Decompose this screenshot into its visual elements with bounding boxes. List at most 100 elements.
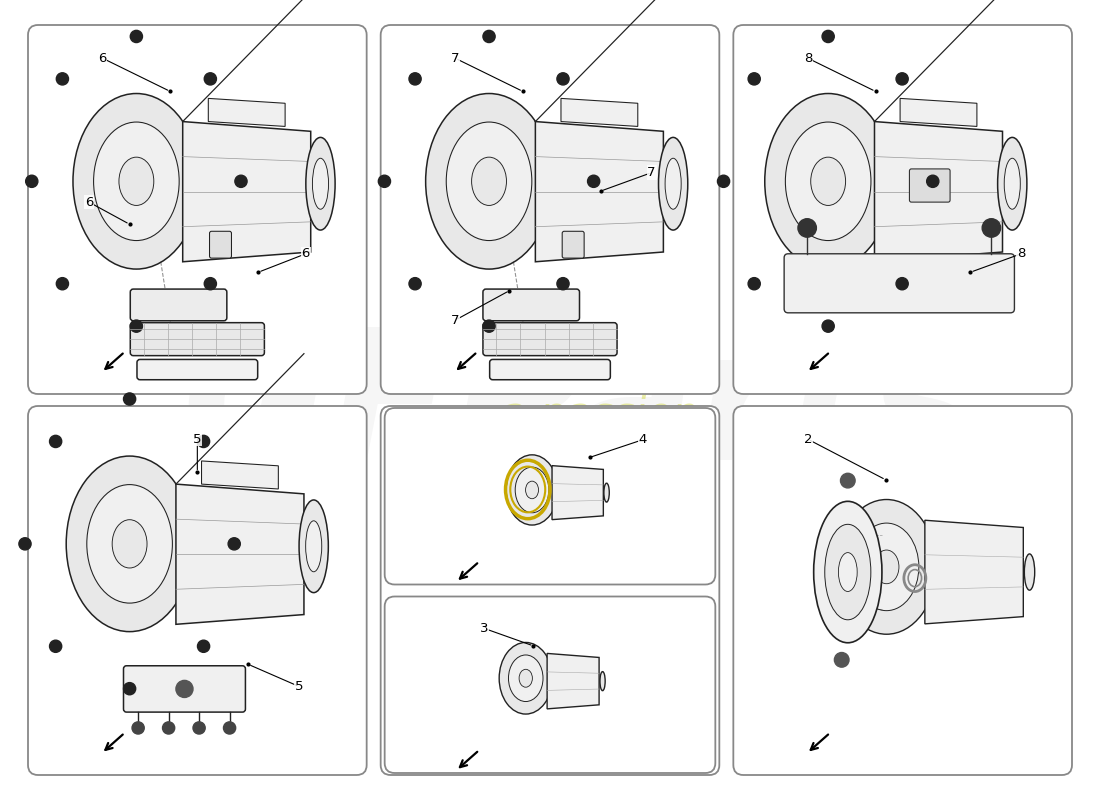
Circle shape (822, 30, 834, 42)
Circle shape (982, 218, 1001, 237)
Circle shape (557, 278, 569, 290)
Text: 7: 7 (647, 166, 656, 179)
Circle shape (223, 722, 235, 734)
Circle shape (835, 653, 849, 667)
Circle shape (235, 175, 248, 187)
Text: 4: 4 (638, 434, 647, 446)
Text: a passion
for parts
since 1995: a passion for parts since 1995 (486, 394, 714, 546)
Text: 6: 6 (85, 196, 94, 209)
Circle shape (130, 30, 143, 42)
Circle shape (483, 30, 495, 42)
FancyBboxPatch shape (910, 169, 950, 202)
FancyBboxPatch shape (734, 25, 1072, 394)
Circle shape (132, 722, 144, 734)
Ellipse shape (312, 158, 329, 210)
Ellipse shape (526, 481, 539, 498)
Ellipse shape (299, 500, 328, 593)
FancyBboxPatch shape (130, 289, 227, 321)
Circle shape (192, 722, 206, 734)
Circle shape (56, 278, 68, 290)
Circle shape (822, 320, 834, 332)
Text: 7: 7 (451, 52, 460, 65)
Text: 5: 5 (295, 680, 304, 693)
Circle shape (123, 393, 135, 405)
Circle shape (748, 278, 760, 290)
Ellipse shape (87, 485, 173, 603)
Circle shape (205, 73, 217, 85)
Ellipse shape (825, 524, 871, 620)
Circle shape (50, 640, 62, 652)
Polygon shape (536, 122, 663, 262)
FancyBboxPatch shape (28, 406, 366, 775)
Circle shape (896, 73, 909, 85)
Circle shape (896, 278, 909, 290)
FancyBboxPatch shape (490, 359, 610, 380)
Circle shape (798, 218, 816, 237)
Circle shape (123, 682, 135, 694)
FancyBboxPatch shape (130, 322, 264, 356)
Circle shape (130, 320, 143, 332)
FancyBboxPatch shape (784, 254, 1014, 313)
Text: 7: 7 (451, 314, 460, 326)
Circle shape (409, 73, 421, 85)
Ellipse shape (811, 157, 846, 206)
Ellipse shape (814, 502, 882, 642)
Circle shape (557, 73, 569, 85)
Text: 8: 8 (1018, 247, 1025, 260)
Polygon shape (925, 520, 1023, 624)
Circle shape (176, 680, 192, 698)
Ellipse shape (506, 455, 558, 525)
FancyBboxPatch shape (734, 406, 1072, 775)
Ellipse shape (306, 138, 336, 230)
Ellipse shape (764, 94, 892, 269)
Text: 6: 6 (98, 52, 107, 65)
Text: 2: 2 (804, 433, 812, 446)
Circle shape (198, 435, 210, 447)
FancyBboxPatch shape (123, 666, 245, 712)
Polygon shape (547, 654, 600, 709)
Ellipse shape (519, 670, 532, 687)
Circle shape (587, 175, 600, 187)
Ellipse shape (499, 642, 552, 714)
Circle shape (163, 722, 175, 734)
Ellipse shape (874, 550, 899, 584)
Ellipse shape (666, 158, 681, 210)
Ellipse shape (66, 456, 192, 632)
Circle shape (483, 320, 495, 332)
Ellipse shape (94, 122, 179, 241)
Ellipse shape (472, 157, 506, 206)
Ellipse shape (1004, 158, 1021, 210)
FancyBboxPatch shape (209, 231, 231, 258)
Polygon shape (183, 122, 310, 262)
FancyBboxPatch shape (483, 289, 580, 321)
Ellipse shape (447, 122, 531, 241)
Ellipse shape (855, 523, 918, 610)
Ellipse shape (73, 94, 200, 269)
Ellipse shape (600, 672, 605, 690)
Circle shape (50, 435, 62, 447)
FancyBboxPatch shape (385, 597, 715, 773)
Polygon shape (552, 466, 603, 520)
Circle shape (840, 474, 855, 488)
Ellipse shape (119, 157, 154, 206)
Circle shape (56, 73, 68, 85)
Ellipse shape (604, 483, 609, 502)
Ellipse shape (1024, 554, 1035, 590)
Circle shape (926, 175, 939, 187)
Circle shape (378, 175, 390, 187)
Text: 5: 5 (194, 433, 201, 446)
Text: 8: 8 (804, 52, 812, 65)
Text: GFParts: GFParts (182, 322, 978, 498)
FancyBboxPatch shape (483, 322, 617, 356)
Ellipse shape (426, 94, 552, 269)
FancyBboxPatch shape (381, 25, 719, 394)
Polygon shape (201, 461, 278, 489)
Circle shape (205, 278, 217, 290)
FancyBboxPatch shape (562, 231, 584, 258)
FancyBboxPatch shape (28, 25, 366, 394)
Text: 6: 6 (301, 247, 310, 260)
FancyBboxPatch shape (138, 359, 257, 380)
Ellipse shape (785, 122, 871, 241)
Polygon shape (900, 98, 977, 126)
Polygon shape (561, 98, 638, 126)
